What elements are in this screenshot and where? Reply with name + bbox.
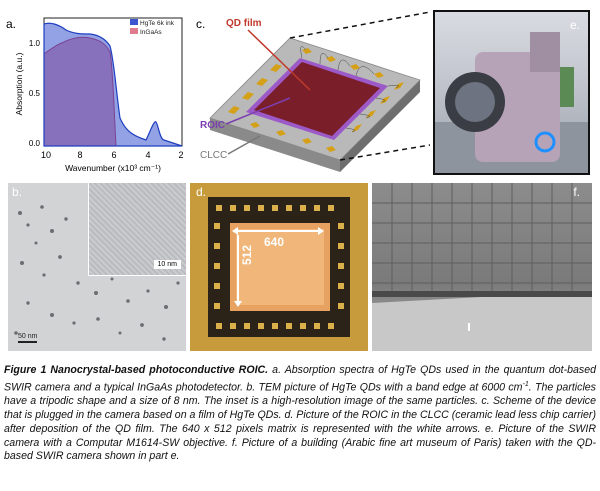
width-arrow-tail xyxy=(232,227,238,235)
xtick-label: 10 xyxy=(41,150,51,160)
caption-superscript: -1 xyxy=(522,380,529,388)
panel-d: 640 512 d. xyxy=(190,183,368,351)
device-scheme: QD film ROIC CLCC c. xyxy=(196,11,431,172)
legend-ingaas-swatch xyxy=(130,28,138,34)
panel-a-label: a. xyxy=(6,17,16,31)
matrix-height-label: 512 xyxy=(240,244,254,265)
height-arrow-head xyxy=(234,301,242,307)
clcc-side xyxy=(210,118,340,172)
xtick-label: 8 xyxy=(77,150,82,160)
camera-top xyxy=(530,32,560,72)
y-axis-label: Absorption (a.u.) xyxy=(14,52,24,115)
pedestrian xyxy=(468,323,470,331)
absorption-chart: HgTe 6k ink InGaAs 1.0 0.5 0.0 10 8 6 4 … xyxy=(6,17,184,173)
street-line xyxy=(372,291,592,297)
panel-f-label: f. xyxy=(573,185,580,199)
ytick-label: 0.0 xyxy=(29,139,41,148)
plaza-ground xyxy=(372,291,592,351)
panel-f: f. xyxy=(372,183,592,351)
camera-mount-ring xyxy=(534,131,556,153)
panel-b-label: b. xyxy=(12,185,23,199)
xtick-label: 6 xyxy=(111,150,116,160)
ytick-label: 0.5 xyxy=(29,89,41,98)
tem-inset: 10 nm xyxy=(88,183,186,276)
roic-label: ROIC xyxy=(200,120,225,131)
legend-ingaas: InGaAs xyxy=(140,29,162,36)
panel-b: 10 nm b. 50 nm xyxy=(8,183,186,351)
roic-photo xyxy=(208,197,350,337)
panel-c: QD film ROIC CLCC c. xyxy=(190,0,431,180)
qd-film-pointer xyxy=(247,29,311,91)
lens-glass xyxy=(455,82,495,122)
clcc-side-right xyxy=(340,80,420,172)
hgte-area xyxy=(43,22,183,147)
facade-grid xyxy=(372,183,592,293)
ytick-label: 1.0 xyxy=(29,39,41,48)
wire-bonds xyxy=(300,46,399,133)
panel-e-label: e. xyxy=(569,18,580,32)
caption-body-2: . The particles have a tripodic shape an… xyxy=(4,381,596,463)
clcc-pointer xyxy=(227,135,261,155)
tem-particles xyxy=(14,205,180,341)
roic-pointer xyxy=(225,97,291,125)
panel-e: e. xyxy=(433,10,590,175)
xtick-label: 4 xyxy=(145,150,150,160)
clcc-label: CLCC xyxy=(200,150,227,161)
zoom-line-top xyxy=(289,11,431,39)
tem-image xyxy=(14,205,180,341)
panel-d-label: d. xyxy=(196,185,207,199)
qd-film-label: QD film xyxy=(226,18,262,29)
pixel-matrix xyxy=(236,229,324,305)
building-photo xyxy=(372,183,592,351)
figure-caption: Figure 1 Nanocrystal-based photoconducti… xyxy=(4,364,596,464)
legend-hgte: HgTe 6k ink xyxy=(140,20,175,27)
caption-body-1: a. Absorption spectra of HgTe QDs used i… xyxy=(4,364,596,394)
bond-pads xyxy=(214,205,344,329)
legend-hgte-swatch xyxy=(130,19,138,25)
caption-title: Figure 1 Nanocrystal-based photoconducti… xyxy=(4,364,269,376)
panel-c-label: c. xyxy=(196,17,205,31)
xtick-label: 2 xyxy=(178,150,183,160)
width-arrow-head xyxy=(318,227,324,235)
qd-film xyxy=(254,62,380,136)
x-axis-label: Wavenumber (x10³ cm⁻¹) xyxy=(65,163,161,173)
matrix-width-label: 640 xyxy=(264,235,285,249)
circuit-board xyxy=(560,67,574,107)
camera-photo xyxy=(435,32,588,173)
panel-a: HgTe 6k ink InGaAs 1.0 0.5 0.0 10 8 6 4 … xyxy=(0,0,190,180)
zoom-line-bottom xyxy=(339,144,431,161)
tem-scale-bar: 50 nm xyxy=(18,333,38,343)
inset-scale-bar: 10 nm xyxy=(153,260,181,269)
